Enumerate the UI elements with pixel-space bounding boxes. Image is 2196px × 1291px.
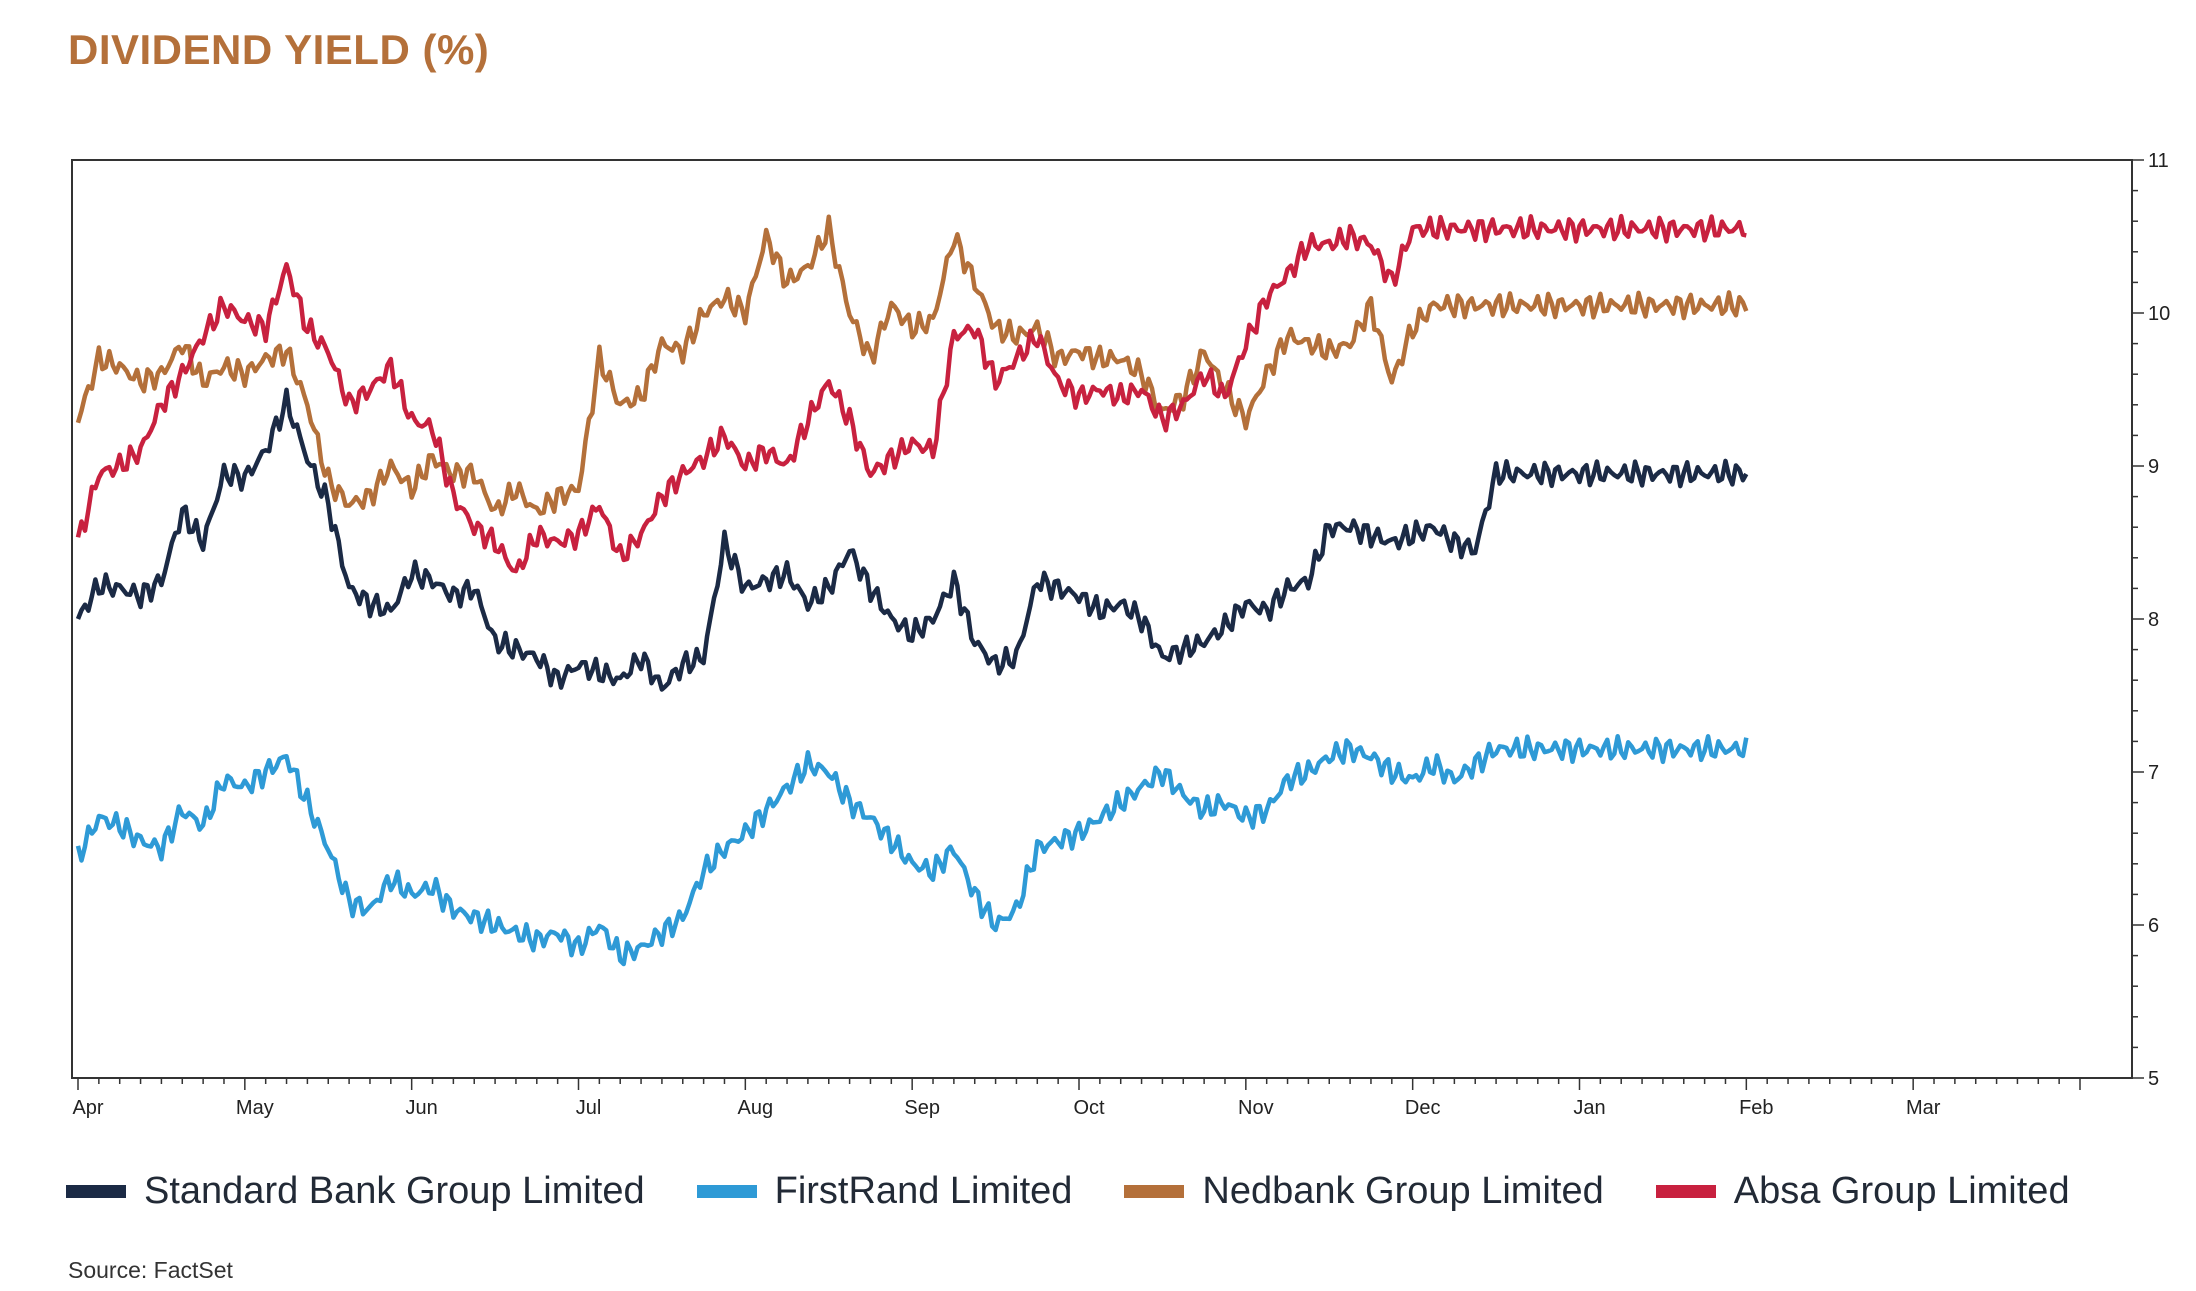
y-tick-label: 6	[2148, 915, 2159, 937]
legend-label: Absa Group Limited	[1733, 1170, 2070, 1212]
legend-swatch	[1655, 1185, 1716, 1198]
series-line-nedbank-group-limited	[75, 214, 1749, 517]
x-tick-label: Jul	[576, 1097, 602, 1119]
y-axis: 5 6 7 8 9 10 11	[2132, 150, 2170, 1090]
legend-label: FirstRand Limited	[774, 1170, 1073, 1212]
x-tick-label: Sep	[904, 1097, 940, 1119]
x-tick-label: Feb	[1739, 1097, 1773, 1119]
series-lines	[75, 213, 1749, 967]
x-tick-label: May	[236, 1097, 274, 1119]
legend-label: Standard Bank Group Limited	[144, 1170, 645, 1212]
y-tick-label: 7	[2148, 762, 2159, 784]
legend-item-absa[interactable]: Absa Group Limited	[1655, 1170, 2070, 1213]
x-tick-label: Aug	[738, 1097, 774, 1119]
x-tick-label: Dec	[1405, 1097, 1441, 1119]
x-tick-label: Apr	[72, 1097, 103, 1119]
y-tick-label: 8	[2148, 609, 2159, 631]
legend-swatch	[66, 1185, 126, 1198]
x-tick-label: Jun	[406, 1097, 438, 1119]
legend-item-nedbank[interactable]: Nedbank Group Limited	[1124, 1170, 1604, 1213]
x-tick-label: Jan	[1573, 1097, 1605, 1119]
series-line-absa-group-limited	[75, 213, 1747, 574]
legend-swatch	[696, 1185, 757, 1198]
legend: Standard Bank Group Limited FirstRand Li…	[66, 1170, 2122, 1213]
y-tick-label: 5	[2148, 1068, 2159, 1090]
source-note: Source: FactSet	[68, 1257, 233, 1283]
legend-label: Nedbank Group Limited	[1202, 1170, 1604, 1212]
series-line-standard-bank-group-limited	[75, 387, 1749, 692]
chart-title: DIVIDEND YIELD (%)	[68, 26, 490, 73]
x-axis: Apr May Jun Jul Aug Sep Oct Nov Dec Jan Feb Mar	[72, 1078, 2081, 1119]
y-tick-label: 10	[2148, 303, 2170, 325]
y-tick-label: 9	[2148, 456, 2159, 478]
x-tick-label: Nov	[1238, 1097, 1274, 1119]
y-tick-label: 11	[2148, 150, 2169, 172]
legend-item-firstrand[interactable]: FirstRand Limited	[696, 1170, 1073, 1213]
legend-swatch	[1124, 1185, 1185, 1198]
x-tick-label: Oct	[1073, 1097, 1105, 1119]
dividend-yield-chart: 5 6 7 8 9 10 11 Apr May Jun Jul Aug Sep Oct Nov Dec Jan…	[71, 150, 2170, 1119]
x-tick-label: Mar	[1906, 1097, 1941, 1119]
legend-item-standard-bank[interactable]: Standard Bank Group Limited	[66, 1170, 645, 1213]
series-line-firstrand-limited	[75, 733, 1749, 967]
